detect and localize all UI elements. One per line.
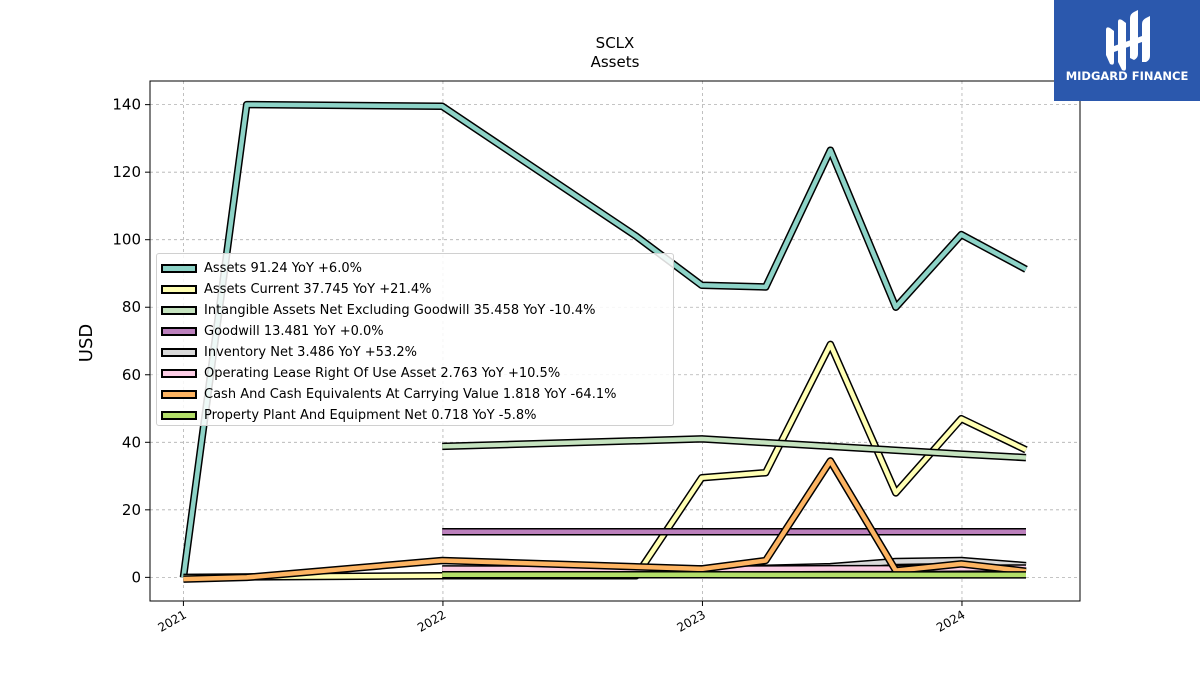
series-layer	[179, 100, 1028, 583]
plot-frame	[149, 80, 1081, 602]
legend-swatch	[161, 411, 197, 420]
legend-item: Property Plant And Equipment Net 0.718 Y…	[161, 405, 673, 426]
legend-item: Assets 91.24 YoY +6.0%	[161, 258, 673, 279]
series-line	[442, 436, 1027, 460]
midgard-finance-logo: MIDGARD FINANCE	[1054, 0, 1200, 101]
legend-swatch	[161, 306, 197, 315]
chart-legend: Assets 91.24 YoY +6.0% Assets Current 37.…	[156, 253, 674, 426]
y-tick-label: 20	[122, 501, 141, 519]
legend-swatch	[161, 285, 197, 294]
series-line	[183, 458, 1027, 582]
y-tick-label: 100	[112, 231, 141, 249]
legend-swatch	[161, 264, 197, 273]
chart-subtitle: Assets	[591, 53, 640, 71]
legend-label: Operating Lease Right Of Use Asset 2.763…	[204, 366, 561, 381]
legend-label: Intangible Assets Net Excluding Goodwill…	[204, 303, 596, 318]
series-0	[179, 100, 1028, 578]
legend-item: Inventory Net 3.486 YoY +53.2%	[161, 342, 673, 363]
x-tick-label: 2023	[674, 607, 707, 634]
y-axis-label: USD	[76, 324, 97, 362]
y-tick-label: 0	[131, 568, 141, 586]
midgard-logo-mark-icon	[1106, 10, 1150, 71]
legend-label: Assets 91.24 YoY +6.0%	[204, 261, 362, 276]
y-tick-label: 60	[122, 366, 141, 384]
series-6	[183, 457, 1027, 583]
y-tick-label: 120	[112, 163, 141, 181]
legend-label: Goodwill 13.481 YoY +0.0%	[204, 324, 384, 339]
y-axis: 0 20 40 60 80 100 120 140	[112, 96, 150, 586]
legend-swatch	[161, 390, 197, 399]
legend-swatch	[161, 327, 197, 336]
x-tick-label: 2021	[155, 607, 188, 634]
y-tick-label: 80	[122, 298, 141, 316]
logo-text: MIDGARD FINANCE	[1065, 69, 1189, 83]
chart-title: SCLX	[596, 34, 635, 52]
x-tick-label: 2022	[415, 607, 448, 634]
y-tick-label: 40	[122, 433, 141, 451]
legend-item: Goodwill 13.481 YoY +0.0%	[161, 321, 673, 342]
legend-item: Operating Lease Right Of Use Asset 2.763…	[161, 363, 673, 384]
legend-label: Assets Current 37.745 YoY +21.4%	[204, 282, 432, 297]
legend-label: Cash And Cash Equivalents At Carrying Va…	[204, 387, 617, 402]
legend-item: Intangible Assets Net Excluding Goodwill…	[161, 300, 673, 321]
x-axis: 2021 2022 2023 2024	[155, 601, 967, 635]
legend-label: Property Plant And Equipment Net 0.718 Y…	[204, 408, 537, 423]
y-tick-label: 140	[112, 96, 141, 114]
legend-label: Inventory Net 3.486 YoY +53.2%	[204, 345, 417, 360]
legend-swatch	[161, 369, 197, 378]
series-2	[442, 435, 1027, 462]
legend-swatch	[161, 348, 197, 357]
x-tick-label: 2024	[934, 607, 967, 634]
legend-item: Cash And Cash Equivalents At Carrying Va…	[161, 384, 673, 405]
series-line	[181, 102, 1028, 578]
legend-item: Assets Current 37.745 YoY +21.4%	[161, 279, 673, 300]
